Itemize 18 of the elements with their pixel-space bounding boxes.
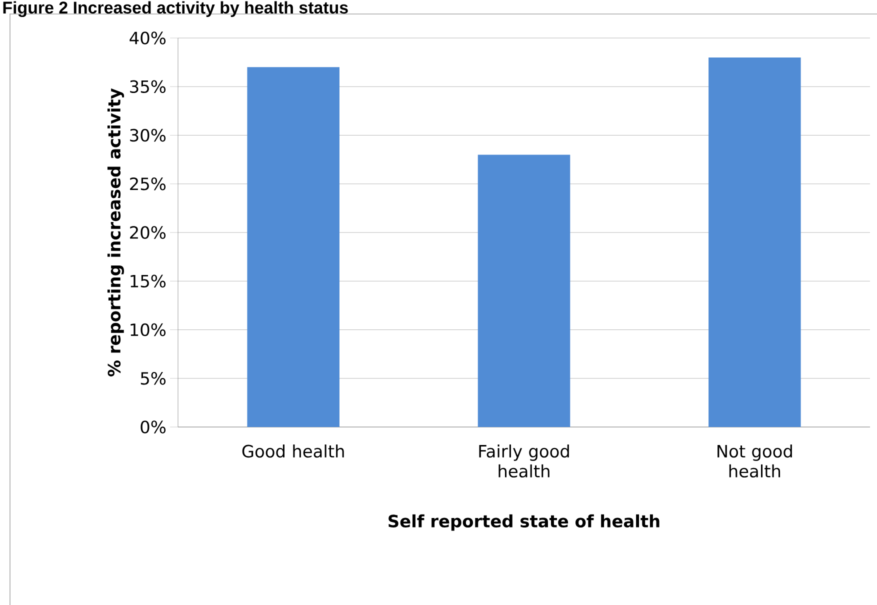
y-tick-label: 35%	[130, 80, 166, 94]
y-tick-label: 20%	[130, 226, 166, 239]
bar	[478, 154, 570, 427]
x-tick-label: Fairly good health	[479, 444, 569, 478]
y-tick-label: 15%	[130, 274, 166, 288]
y-tick-label: 5%	[140, 372, 166, 385]
x-tick-label: Not good health	[718, 444, 792, 478]
y-tick-label: 0%	[140, 420, 166, 434]
y-tick-label: 40%	[130, 32, 166, 44]
x-tick-label: Good health	[242, 444, 344, 458]
chart-title: Figure 2 Increased activity by health status	[3, 1, 348, 18]
bar	[247, 67, 340, 427]
y-tick-label: 25%	[130, 177, 166, 190]
bar	[708, 57, 801, 427]
y-tick-label: 30%	[130, 128, 166, 142]
y-axis-title: % reporting increased activity	[107, 88, 124, 376]
y-tick-label: 10%	[130, 323, 166, 336]
x-axis-title: Self reported state of health	[388, 514, 660, 531]
